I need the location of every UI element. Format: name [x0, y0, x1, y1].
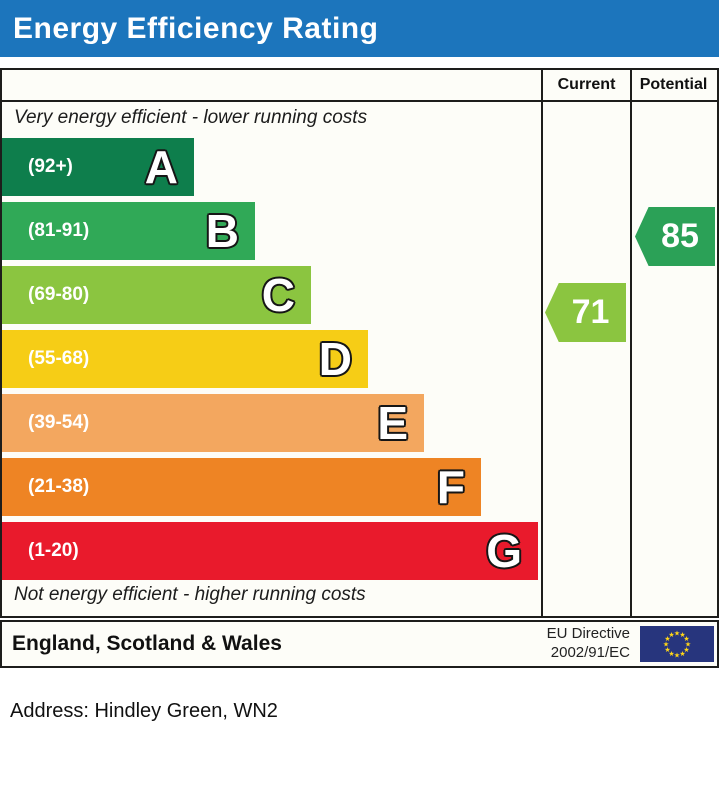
band-D: (55-68) D	[2, 330, 368, 388]
band-letter-label: G	[486, 525, 522, 577]
eu-flag-stars: ★ ★★★★★★★★★★★	[663, 630, 691, 660]
bottom-note: Not energy efficient - higher running co…	[14, 584, 366, 605]
rating-table: Current Potential Very energy efficient …	[0, 68, 719, 618]
band-A: (92+) A	[2, 138, 194, 196]
eu-star-icon: ★	[664, 646, 670, 654]
potential-column-divider	[630, 70, 632, 616]
eu-star-icon: ★	[674, 652, 680, 660]
current-rating-arrow: 71	[545, 283, 626, 342]
eu-star-icon: ★	[679, 650, 685, 658]
band-range-label: (92+)	[28, 156, 73, 177]
region-label: England, Scotland & Wales	[12, 632, 282, 655]
eu-star-icon: ★	[674, 630, 680, 638]
band-E: (39-54) E	[2, 394, 424, 452]
band-letter-label: C	[261, 269, 295, 321]
footer-bar: England, Scotland & Wales EU Directive 2…	[0, 620, 719, 668]
band-letter-label: A	[144, 141, 178, 193]
eu-star-icon: ★	[664, 635, 670, 643]
band-range-label: (55-68)	[28, 348, 90, 369]
page-title: Energy Efficiency Rating	[13, 11, 379, 45]
header-divider	[2, 100, 717, 102]
eu-star-icon: ★	[679, 631, 685, 639]
eu-star-icon: ★	[683, 635, 689, 643]
potential-column-header: Potential	[639, 76, 708, 93]
band-F: (21-38) F	[2, 458, 481, 516]
band-C: (69-80) C	[2, 266, 311, 324]
band-range-label: (69-80)	[28, 284, 90, 305]
current-rating-value: 71	[571, 293, 610, 331]
top-note: Very energy efficient - lower running co…	[14, 107, 368, 128]
band-B: (81-91) B	[2, 202, 255, 260]
band-letter-label: D	[318, 333, 352, 385]
eu-star-icon: ★	[685, 641, 691, 649]
band-range-label: (1-20)	[28, 540, 79, 561]
eu-star-icon: ★	[663, 641, 669, 649]
band-range-label: (21-38)	[28, 476, 90, 497]
eu-star-icon: ★	[668, 631, 674, 639]
band-range-label: (39-54)	[28, 412, 90, 433]
eu-star-icon: ★	[668, 650, 674, 658]
eu-star-icon: ★	[683, 646, 689, 654]
band-letter-label: B	[205, 205, 239, 257]
band-range-label: (81-91)	[28, 220, 90, 241]
current-column-divider	[541, 70, 543, 616]
eu-directive-label: EU Directive 2002/91/EC	[546, 625, 630, 661]
address-line: Address: Hindley Green, WN2	[10, 700, 278, 722]
band-letter-label: E	[377, 397, 408, 449]
eu-flag-icon: ★ ★★★★★★★★★★★	[640, 626, 714, 662]
current-column-header: Current	[557, 76, 616, 93]
eu-flag-field	[640, 626, 714, 662]
band-G: (1-20) G	[2, 522, 538, 580]
potential-rating-arrow: 85	[635, 207, 715, 266]
band-letter-label: F	[436, 461, 465, 513]
potential-rating-value: 85	[661, 217, 699, 255]
title-bar: Energy Efficiency Rating	[0, 0, 719, 57]
